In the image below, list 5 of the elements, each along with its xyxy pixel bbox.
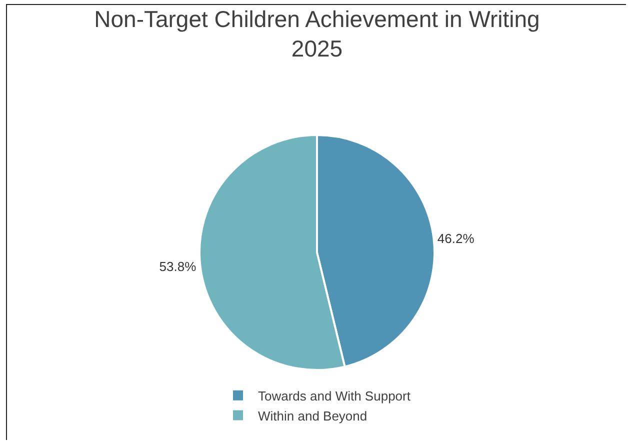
data-label: 46.2% bbox=[437, 230, 475, 246]
legend-label: Within and Beyond bbox=[258, 408, 368, 424]
data-label: 53.8% bbox=[159, 259, 197, 274]
chart-title: Non-Target Children Achievement in Writing 2025 bbox=[94, 6, 540, 62]
legend-label: Towards and With Support bbox=[258, 388, 411, 404]
